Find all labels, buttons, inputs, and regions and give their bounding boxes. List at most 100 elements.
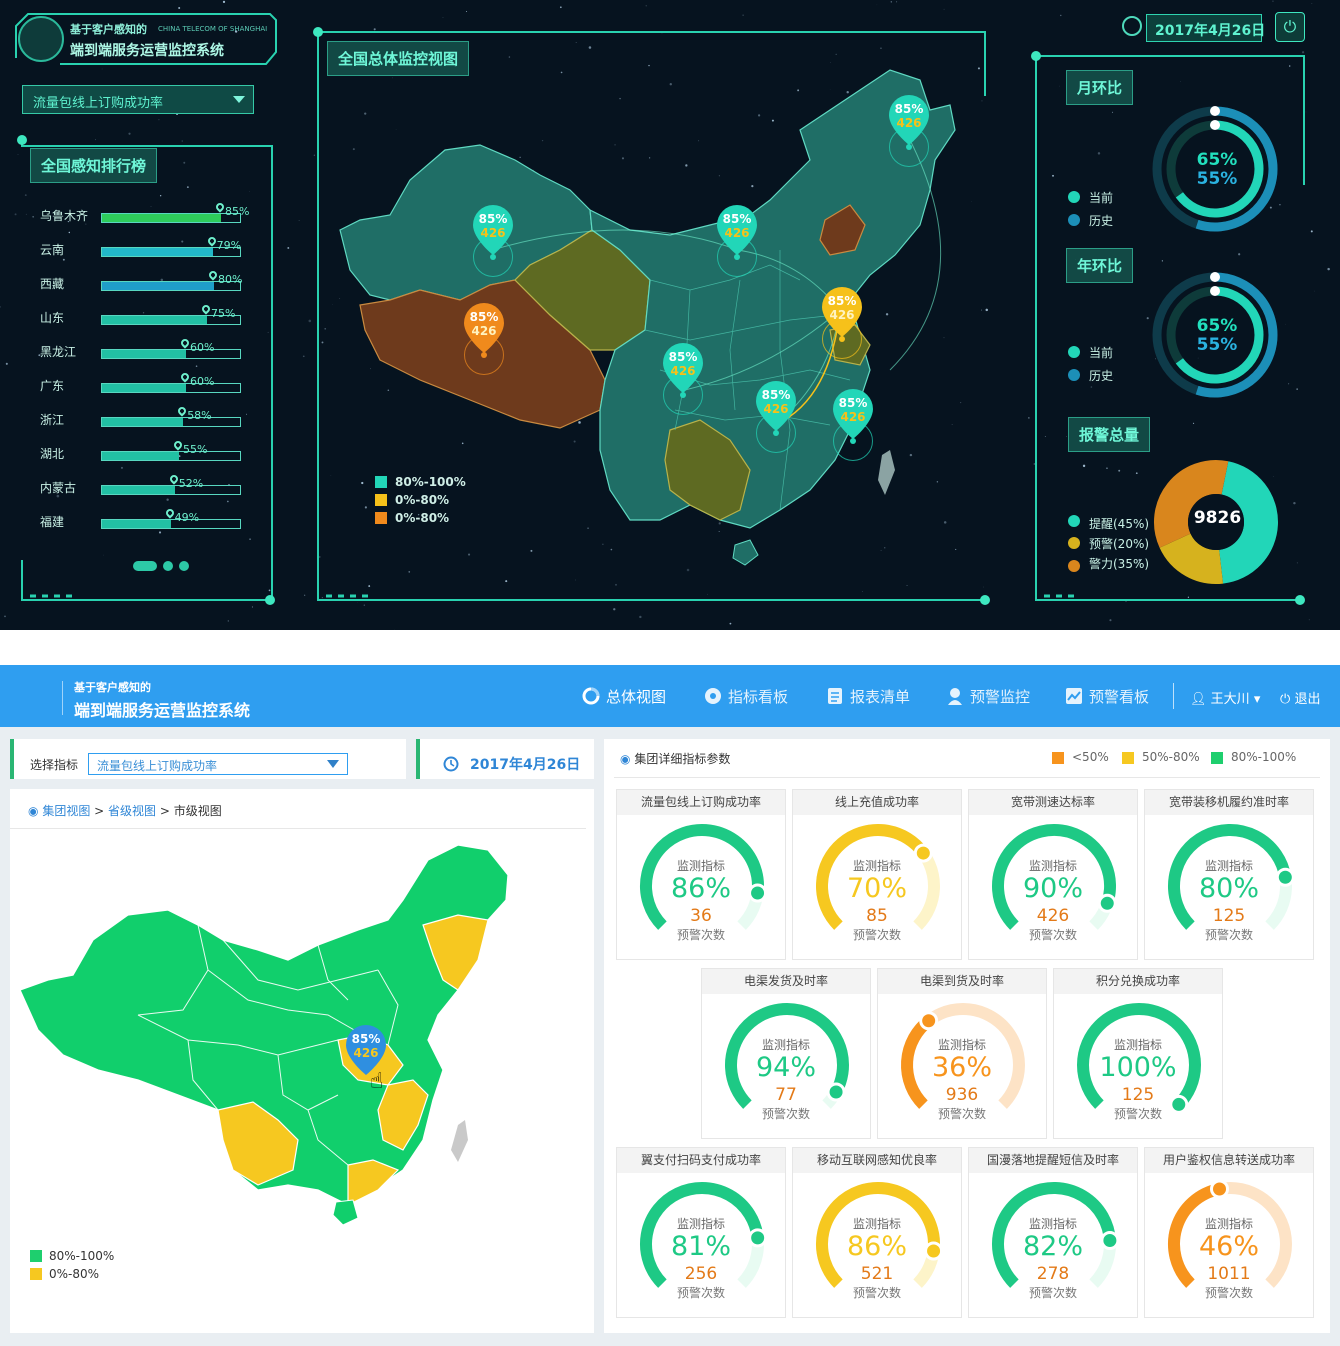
pin-count: 426 <box>480 226 506 240</box>
breadcrumb-city: 市级视图 <box>173 804 222 818</box>
power-icon[interactable]: ⏻ <box>1275 12 1305 42</box>
alarm-donut-chart <box>1154 460 1278 584</box>
ranking-row[interactable]: 云南 79% <box>40 235 250 258</box>
gauge-warn-count: 256 <box>684 1264 718 1284</box>
breadcrumb: ◉ 集团视图 > 省级视图 > 市级视图 <box>28 802 222 819</box>
gauge-card[interactable]: 国漫落地提醒短信及时率 监测指标 82% 278 预警次数 <box>968 1147 1138 1318</box>
indicator-select[interactable]: 流量包线上订购成功率 <box>22 85 254 114</box>
gauge-title: 积分兑换成功率 <box>1054 969 1222 994</box>
chevron-right-icon: > <box>159 804 170 818</box>
pager-dot[interactable] <box>163 560 173 571</box>
power-icon: ⏻ <box>1280 692 1291 707</box>
logo-icon <box>18 16 64 62</box>
gauge-knob <box>919 1011 939 1031</box>
ranking-bar: 52% <box>101 473 241 495</box>
gauge-card[interactable]: 宽带装移机履约准时率 监测指标 80% 125 预警次数 <box>1144 789 1314 960</box>
ranking-bar-fill <box>102 452 179 460</box>
ranking-bar-fill <box>102 316 207 324</box>
gauge-card[interactable]: 线上充值成功率 监测指标 70% 85 预警次数 <box>792 789 962 960</box>
gauge-card[interactable]: 用户鉴权信息转送成功率 监测指标 46% 1011 预警次数 <box>1144 1147 1314 1318</box>
pin-count: 426 <box>829 308 855 322</box>
ranking-row[interactable]: 福建 49% <box>40 507 250 530</box>
gauge-monitor-label: 监测指标 <box>1028 859 1077 873</box>
ranking-row[interactable]: 黑龙江 60% <box>40 337 250 360</box>
breadcrumb-province[interactable]: 省级视图 <box>108 804 157 818</box>
pager-dot[interactable] <box>179 560 189 571</box>
nav-alert-board[interactable]: 预警看板 <box>1065 686 1149 707</box>
breadcrumb-group[interactable]: 集团视图 <box>42 804 91 818</box>
gauge-warn-label: 预警次数 <box>1028 1286 1077 1300</box>
gauge-card[interactable]: 宽带测速达标率 监测指标 90% 426 预警次数 <box>968 789 1138 960</box>
gauge-value: 86% <box>670 873 731 904</box>
pager-dot-active[interactable] <box>133 560 157 571</box>
pin-pct: 85% <box>838 396 868 410</box>
logo-english: CHINA TELECOM OF SHANGHAI <box>158 25 268 33</box>
gauge-knob <box>748 883 768 903</box>
ranking-bar: 85% <box>101 201 249 223</box>
report-icon <box>828 688 842 704</box>
ranking-pager[interactable] <box>133 558 195 572</box>
remind-dot-icon <box>1068 515 1080 527</box>
gauge-card[interactable]: 移动互联网感知优良率 监测指标 86% 521 预警次数 <box>792 1147 962 1318</box>
nav-alert-monitor[interactable]: 预警监控 <box>946 686 1030 707</box>
gauge-value: 46% <box>1198 1231 1259 1262</box>
gauge-warn-count: 36 <box>690 906 712 926</box>
gauge-title: 线上充值成功率 <box>793 790 961 815</box>
pin-icon <box>179 337 191 349</box>
gauge-title: 宽带测速达标率 <box>969 790 1137 815</box>
ranking-row[interactable]: 西藏 80% <box>40 269 250 292</box>
gauge-chart <box>640 1182 768 1288</box>
nav-indicator-board[interactable]: 指标看板 <box>704 686 788 707</box>
detail-title-text: 集团详细指标参数 <box>634 752 731 766</box>
gauge-card[interactable]: 流量包线上订购成功率 监测指标 86% 36 预警次数 <box>616 789 786 960</box>
gauge-warn-count: 278 <box>1036 1264 1070 1284</box>
ranking-bar: 60% <box>101 337 241 359</box>
gauge-warn-label: 预警次数 <box>676 928 725 942</box>
gauge-monitor-label: 监测指标 <box>676 859 725 873</box>
gauge-title: 电渠到货及时率 <box>878 969 1046 994</box>
ranking-bar: 60% <box>101 371 241 393</box>
pin-icon <box>179 371 191 383</box>
history-dot-icon <box>1068 369 1080 381</box>
user-menu[interactable]: 👤︎ 王大川 ▾ <box>1190 688 1260 707</box>
map-pin-selected[interactable]: 85% 426 <box>343 1023 389 1081</box>
donut-slice <box>1218 461 1278 584</box>
clock-icon <box>1122 16 1142 36</box>
logo-line2: 端到端服务运营监控系统 <box>70 43 224 59</box>
ranking-row[interactable]: 山东 75% <box>40 303 250 326</box>
gauge-warn-label: 预警次数 <box>676 1286 725 1300</box>
ranking-row[interactable]: 内蒙古 52% <box>40 473 250 496</box>
yoy-title: 年环比 <box>1066 248 1134 283</box>
gauge-chart <box>1168 824 1295 930</box>
gauge-warn-count: 426 <box>1036 906 1070 926</box>
history-dot-icon <box>1068 214 1080 226</box>
ranking-row[interactable]: 乌鲁木齐 85% <box>40 201 250 224</box>
ranking-pct: 60% <box>190 341 215 354</box>
ranking-row[interactable]: 湖北 55% <box>40 439 250 462</box>
gauge-chart <box>816 824 940 930</box>
gauge-knob <box>1210 1179 1230 1199</box>
date-display[interactable]: 2017年4月26日 <box>470 757 581 773</box>
ranking-row[interactable]: 浙江 58% <box>40 405 250 428</box>
date-badge[interactable]: 2017年4月26日 <box>1146 14 1265 42</box>
gauge-warn-label: 预警次数 <box>1204 928 1253 942</box>
gauge-card[interactable]: 翼支付扫码支付成功率 监测指标 81% 256 预警次数 <box>616 1147 786 1318</box>
ranking-row[interactable]: 广东 60% <box>40 371 250 394</box>
gauge-knob <box>1275 867 1295 887</box>
pin-icon <box>214 201 226 213</box>
indicator-select[interactable]: 流量包线上订购成功率 <box>88 753 348 775</box>
pin-pct: 85% <box>469 310 499 324</box>
china-map-dark[interactable] <box>330 50 970 590</box>
ranking-bar-fill <box>102 282 214 290</box>
china-map-light[interactable] <box>18 840 518 1250</box>
logout-button[interactable]: ⏻ 退出 <box>1280 688 1320 707</box>
yoy-ring-chart <box>1152 272 1278 398</box>
gauge-card[interactable]: 电渠到货及时率 监测指标 36% 936 预警次数 <box>877 968 1047 1139</box>
gauge-card[interactable]: 电渠发货及时率 监测指标 94% 77 预警次数 <box>701 968 871 1139</box>
gauge-card[interactable]: 积分兑换成功率 监测指标 100% 125 预警次数 <box>1053 968 1223 1139</box>
gauge-value: 80% <box>1198 873 1259 904</box>
nav-overview[interactable]: 总体视图 <box>582 686 666 707</box>
nav-report-list[interactable]: 报表清单 <box>826 686 910 707</box>
gauge-warn-count: 125 <box>1121 1085 1155 1105</box>
current-dot-icon <box>1068 346 1080 358</box>
